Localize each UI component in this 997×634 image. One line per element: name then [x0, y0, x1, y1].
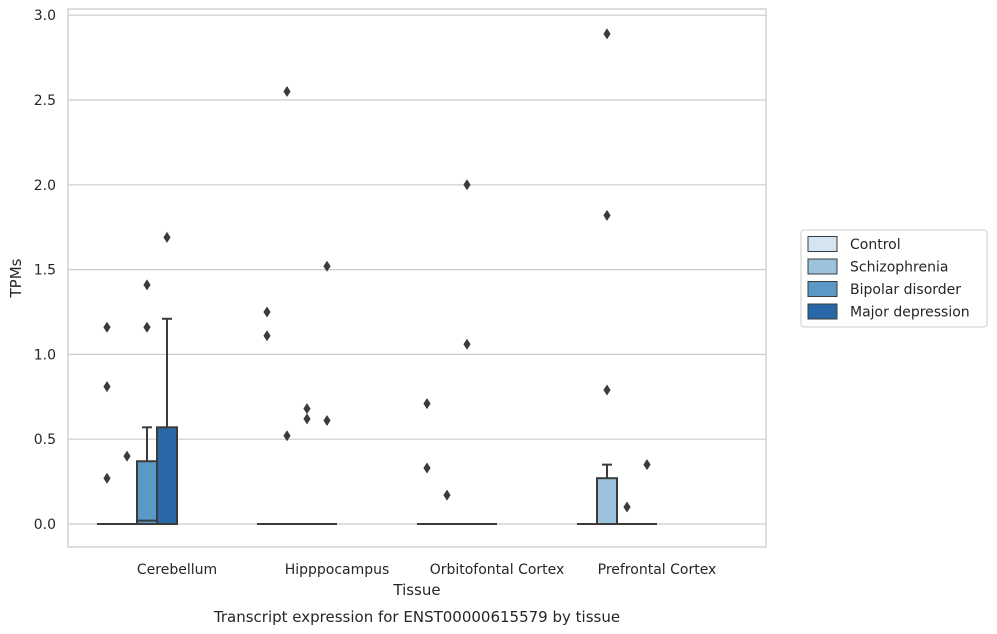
- outlier-point: [103, 381, 111, 393]
- y-tick-label: 2.5: [34, 93, 56, 109]
- outlier-point: [143, 321, 151, 333]
- legend: Control Schizophrenia Bipolar disorder Majo…: [800, 229, 988, 328]
- outlier-point: [603, 209, 611, 221]
- outlier-point: [123, 450, 131, 462]
- outlier-point: [283, 86, 291, 98]
- legend-swatch: [807, 303, 838, 320]
- box: [136, 460, 158, 525]
- legend-label: Major depression: [850, 305, 970, 321]
- outlier-point: [303, 403, 311, 415]
- outlier-point: [623, 501, 631, 513]
- outlier-point: [323, 260, 331, 272]
- box: [156, 426, 178, 525]
- y-tick-label: 2.0: [34, 178, 56, 194]
- y-tick-label: 3.0: [34, 8, 56, 24]
- y-tick-label: 1.0: [34, 347, 56, 363]
- outliers: [103, 28, 651, 513]
- legend-label: Schizophrenia: [850, 260, 948, 276]
- y-axis-title: TPMs: [7, 258, 25, 298]
- x-axis-ticks: Cerebellum Hipppocampus Orbitofontal Corte…: [137, 562, 716, 578]
- outlier-point: [263, 306, 271, 318]
- outlier-point: [423, 398, 431, 410]
- outlier-point: [163, 231, 171, 243]
- y-tick-label: 0.5: [34, 432, 56, 448]
- outlier-point: [263, 330, 271, 342]
- x-tick-label: Orbitofontal Cortex: [430, 562, 565, 578]
- outlier-point: [463, 338, 471, 350]
- y-tick-label: 1.5: [34, 263, 56, 279]
- grid-lines: [68, 14, 766, 525]
- outlier-point: [603, 28, 611, 40]
- outlier-point: [283, 430, 291, 442]
- legend-frame: [800, 229, 988, 328]
- legend-label: Bipolar disorder: [850, 282, 961, 298]
- outlier-point: [443, 489, 451, 501]
- legend-swatch: [807, 281, 838, 297]
- x-tick-label: Cerebellum: [137, 562, 217, 578]
- legend-swatch: [807, 236, 838, 252]
- outlier-point: [463, 179, 471, 191]
- legend-label: Control: [850, 237, 901, 253]
- x-tick-label: Prefrontal Cortex: [598, 562, 717, 578]
- outlier-point: [643, 459, 651, 471]
- x-tick-label: Hipppocampus: [285, 562, 390, 578]
- y-tick-label: 0.0: [34, 517, 56, 533]
- plot-frame: [67, 8, 767, 548]
- outlier-point: [143, 279, 151, 291]
- legend-swatch: [807, 258, 838, 275]
- box: [596, 477, 618, 526]
- outlier-point: [603, 384, 611, 396]
- outlier-point: [323, 415, 331, 427]
- outlier-point: [103, 472, 111, 484]
- boxes: [97, 317, 657, 526]
- x-axis-title: Tissue: [392, 581, 440, 599]
- outlier-point: [103, 321, 111, 333]
- y-axis-ticks: 0.0 0.5 1.0 1.5 2.0 2.5 3.0: [34, 8, 56, 533]
- outlier-point: [303, 413, 311, 425]
- outlier-point: [423, 462, 431, 474]
- chart-caption: Transcript expression for ENST0000061557…: [213, 608, 620, 626]
